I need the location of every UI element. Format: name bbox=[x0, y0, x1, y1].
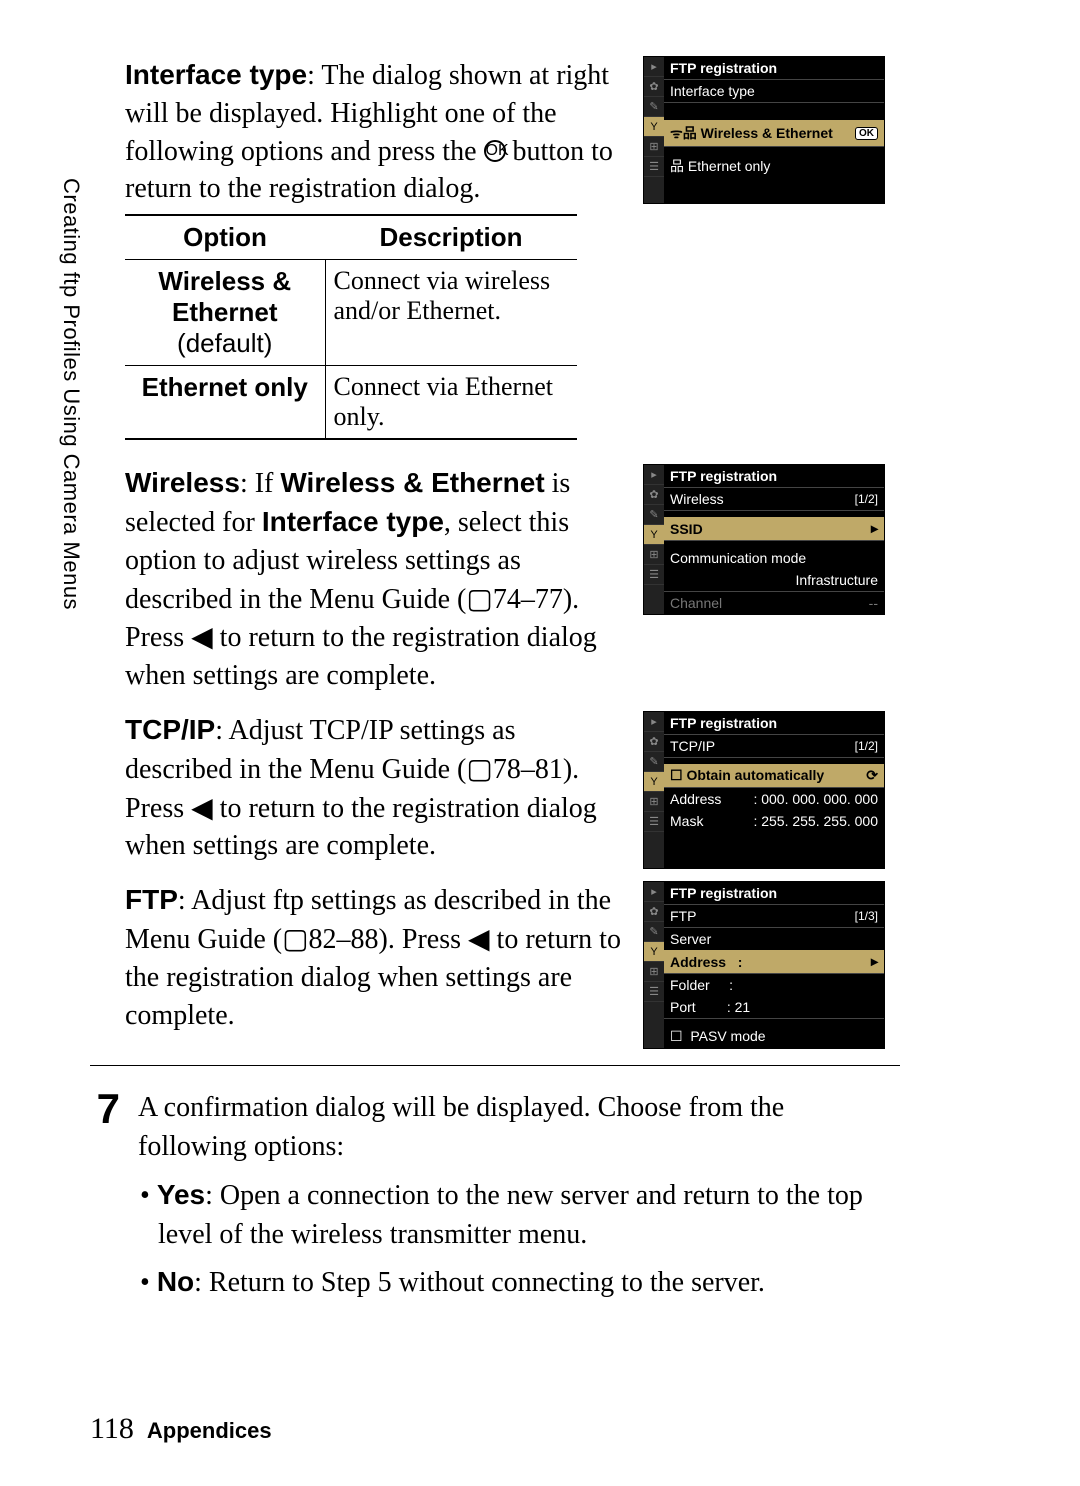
ethernet-icon: 品 bbox=[670, 158, 688, 174]
tcpip-para: TCP/IP: Adjust TCP/IP settings as descri… bbox=[125, 711, 625, 865]
options-table-row1-desc: Connect via wireless and/or Ethernet. bbox=[325, 260, 577, 366]
cam-option: 品 Ethernet only bbox=[664, 153, 884, 179]
ftp-para: FTP: Adjust ftp settings as described in… bbox=[125, 881, 625, 1034]
step-number: 7 bbox=[90, 1088, 120, 1302]
cam-tab-icon: ✎ bbox=[644, 97, 664, 117]
cam-tab-icon: Y bbox=[644, 117, 664, 137]
cam-tab-icon: ⊞ bbox=[644, 792, 664, 812]
cam-title: FTP registration bbox=[664, 882, 884, 904]
step7-intro: A confirmation dialog will be displayed.… bbox=[138, 1088, 885, 1166]
step-7: 7 A confirmation dialog will be displaye… bbox=[125, 1088, 885, 1302]
cam-title: FTP registration bbox=[664, 465, 884, 487]
cam-tab-icon: ✿ bbox=[644, 732, 664, 752]
cam-subtitle: TCP/IP[1/2] bbox=[664, 734, 884, 757]
footer-section: Appendices bbox=[147, 1418, 272, 1443]
cam-tab-icon: ✎ bbox=[644, 752, 664, 772]
cam-tab-icon: ✿ bbox=[644, 77, 664, 97]
page-footer: 118 Appendices bbox=[90, 1412, 272, 1446]
cam-tab-icon: ☰ bbox=[644, 157, 664, 177]
step7-yes: Yes: Open a connection to the new server… bbox=[158, 1175, 885, 1254]
options-table-head-desc: Description bbox=[325, 215, 577, 260]
cam-tab-icon: Y bbox=[644, 525, 664, 545]
cam-subtitle: FTP[1/3] bbox=[664, 904, 884, 927]
cam-tab-icon: ✿ bbox=[644, 485, 664, 505]
left-arrow-icon: ◀ bbox=[468, 923, 490, 954]
interface-type-para: Interface type: The dialog shown at righ… bbox=[125, 56, 625, 208]
cam-tab-icon: ✎ bbox=[644, 922, 664, 942]
refresh-icon: ⟳ bbox=[866, 767, 878, 784]
cam-title: FTP registration bbox=[664, 57, 884, 79]
camera-screenshot-wireless: ▸ ✿ ✎ Y ⊞ ☰ FTP registration Wireless[1/… bbox=[643, 464, 885, 615]
right-arrow-icon: ▸ bbox=[871, 520, 878, 537]
section-divider bbox=[90, 1065, 900, 1066]
cam-tab-icon: ▸ bbox=[644, 712, 664, 732]
cam-channel: Channel-- bbox=[664, 591, 884, 614]
cam-port: Port : 21 bbox=[664, 996, 884, 1018]
cam-server: Server bbox=[664, 927, 884, 950]
book-icon: ▢ bbox=[282, 923, 308, 954]
cam-address: Address: 000. 000. 000. 000 bbox=[664, 787, 884, 810]
cam-tab-icon: ☰ bbox=[644, 565, 664, 585]
cam-comm-mode: Communication mode bbox=[664, 547, 884, 569]
wireless-para: Wireless: If Wireless & Ethernet is sele… bbox=[125, 464, 625, 695]
book-icon: ▢ bbox=[466, 583, 492, 614]
cam-tab-icon: ▸ bbox=[644, 465, 664, 485]
cam-tab-icon: ☰ bbox=[644, 982, 664, 1002]
cam-ftp-address: Address :▸ bbox=[664, 950, 884, 973]
cam-tab-icon: ☰ bbox=[644, 812, 664, 832]
cam-title: FTP registration bbox=[664, 712, 884, 734]
options-table-row2-desc: Connect via Ethernet only. bbox=[325, 366, 577, 440]
step7-no: No: Return to Step 5 without connecting … bbox=[158, 1262, 885, 1302]
cam-pasv: ☐ PASV mode bbox=[664, 1025, 884, 1048]
cam-obtain-auto: ☐ Obtain automatically⟳ bbox=[664, 764, 884, 787]
camera-screenshot-interface-type: ▸ ✿ ✎ Y ⊞ ☰ FTP registration Interface t… bbox=[643, 56, 885, 204]
ok-button-icon: OK bbox=[484, 140, 506, 162]
options-table: Option Description Wireless & Ethernet (… bbox=[125, 214, 577, 440]
cam-tab-icon: Y bbox=[644, 942, 664, 962]
cam-subtitle: Wireless[1/2] bbox=[664, 487, 884, 510]
side-running-head: Creating ftp Profiles Using Camera Menus bbox=[58, 178, 84, 610]
cam-tab-icon: Y bbox=[644, 772, 664, 792]
ok-badge-icon: OK bbox=[855, 127, 878, 140]
cam-ssid-row: SSID▸ bbox=[664, 517, 884, 540]
options-table-row2-opt: Ethernet only bbox=[125, 366, 325, 440]
cam-mask: Mask: 255. 255. 255. 000 bbox=[664, 810, 884, 832]
cam-tab-icon: ⊞ bbox=[644, 137, 664, 157]
right-arrow-icon: ▸ bbox=[871, 953, 878, 970]
cam-subtitle: Interface type bbox=[664, 79, 884, 102]
wifi-ethernet-icon: ᯤ品 bbox=[670, 125, 701, 141]
cam-tab-icon: ⊞ bbox=[644, 962, 664, 982]
options-table-head-option: Option bbox=[125, 215, 325, 260]
cam-folder: Folder : bbox=[664, 973, 884, 996]
options-table-row1-opt: Wireless & Ethernet (default) bbox=[125, 260, 325, 366]
book-icon: ▢ bbox=[466, 753, 492, 784]
cam-tab-icon: ▸ bbox=[644, 882, 664, 902]
cam-tab-icon: ▸ bbox=[644, 57, 664, 77]
interface-type-label: Interface type bbox=[125, 59, 307, 90]
cam-option-selected: ᯤ品 Wireless & Ethernet OK bbox=[664, 120, 884, 146]
main-content: Interface type: The dialog shown at righ… bbox=[125, 56, 885, 1302]
left-arrow-icon: ◀ bbox=[191, 792, 213, 823]
cam-tab-icon: ⊞ bbox=[644, 545, 664, 565]
page-number: 118 bbox=[90, 1412, 134, 1445]
cam-comm-value: Infrastructure bbox=[664, 569, 884, 591]
left-arrow-icon: ◀ bbox=[191, 621, 213, 652]
cam-tab-icon: ✎ bbox=[644, 505, 664, 525]
manual-page: Creating ftp Profiles Using Camera Menus… bbox=[0, 0, 1080, 1486]
camera-screenshot-tcpip: ▸ ✿ ✎ Y ⊞ ☰ FTP registration TCP/IP[1/2]… bbox=[643, 711, 885, 869]
cam-tab-icon: ✿ bbox=[644, 902, 664, 922]
camera-screenshot-ftp: ▸ ✿ ✎ Y ⊞ ☰ FTP registration FTP[1/3] Se… bbox=[643, 881, 885, 1049]
